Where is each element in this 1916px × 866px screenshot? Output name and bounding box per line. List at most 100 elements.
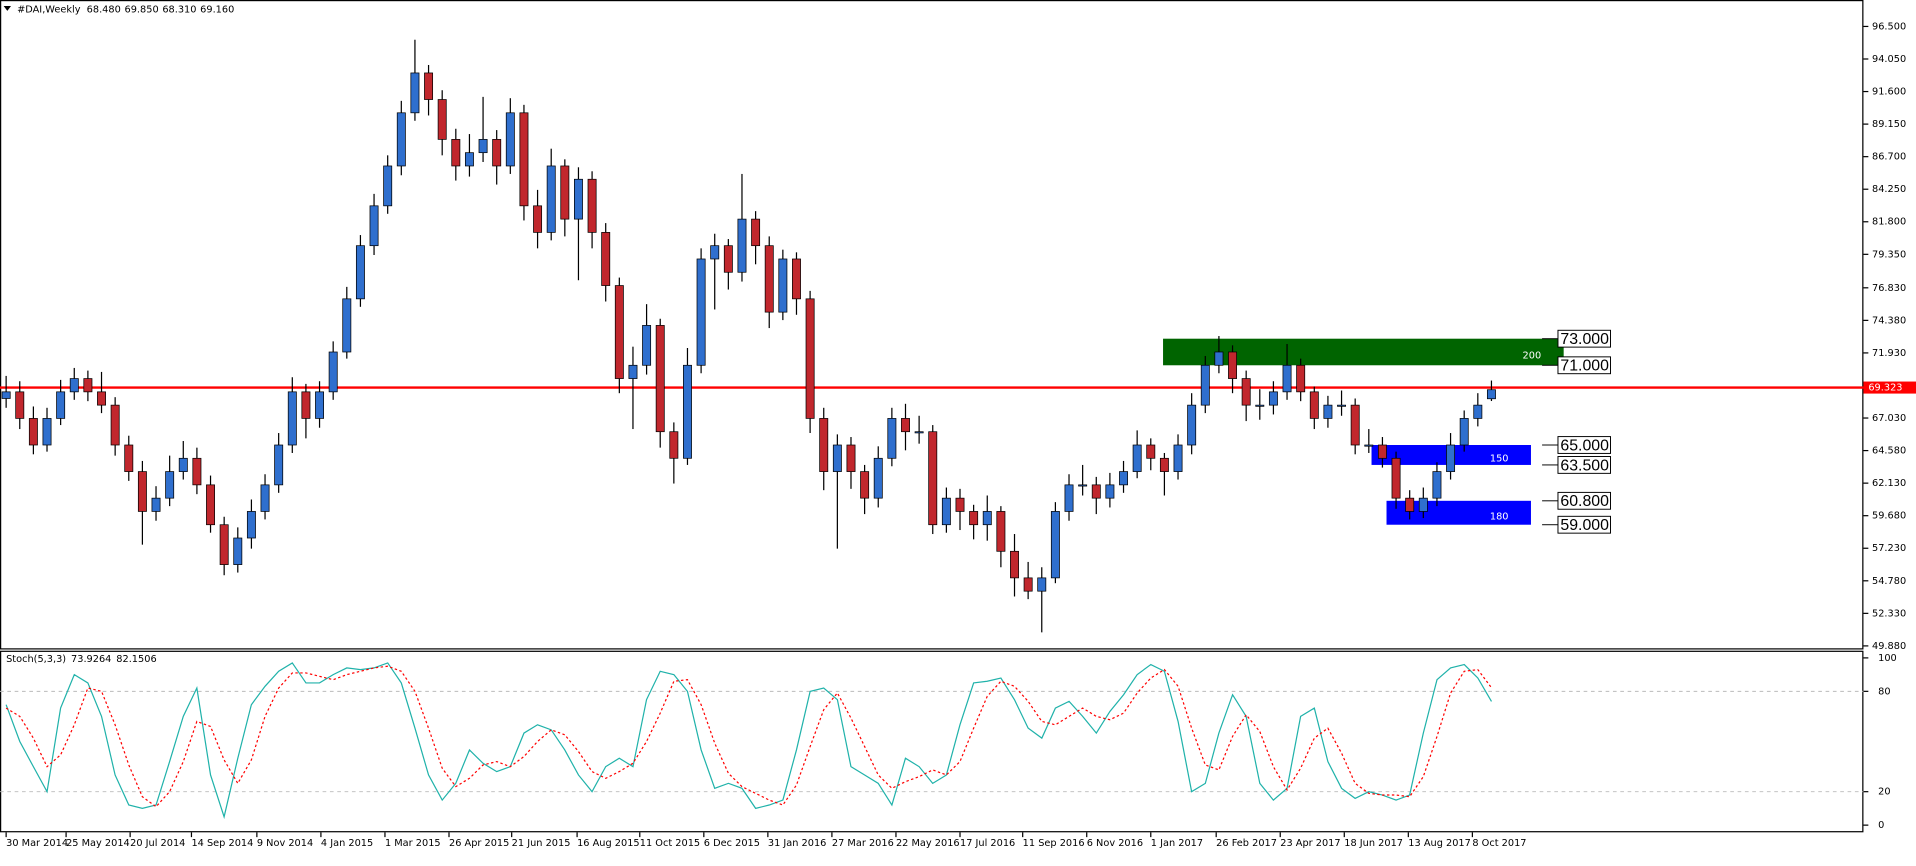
candle-body [1459,418,1469,446]
candle-body [1255,404,1265,407]
stoch-y-tick-label: 100 [1878,653,1897,664]
candle-body [342,298,352,353]
candle-body [928,431,938,526]
candle-body [287,391,297,446]
candle-body [1159,457,1169,472]
candle-body [792,258,801,300]
candle-body [505,112,515,167]
candle-body [110,404,120,446]
menu-arrow[interactable] [3,6,11,11]
candle-body [1323,404,1333,419]
candle-body [1350,404,1360,446]
x-tick-label: 21 Jun 2015 [512,838,571,849]
level-label: 73.000 [1560,331,1609,348]
stoch-y-tick-label: 20 [1878,787,1890,798]
y-tick-label: 84.250 [1872,184,1906,195]
candle-body [860,471,870,499]
candle-body [492,139,502,167]
x-tick-label: 27 Mar 2016 [832,838,894,849]
y-tick-label: 91.600 [1872,87,1906,98]
stoch-k: 73.9264 [71,654,111,665]
candle-body [669,431,679,459]
candle-body [642,325,652,366]
y-tick-label: 86.700 [1872,152,1906,163]
x-tick-label: 16 Aug 2015 [577,838,640,849]
candle-body [301,391,311,419]
candle-body [396,112,406,167]
y-tick-label: 67.030 [1872,413,1906,424]
candle-body [1446,444,1456,472]
stoch-panel-frame [0,650,1864,833]
candle-body [601,232,611,286]
candle-body [1,391,11,399]
candle-body [819,418,829,472]
candle-body [805,298,815,419]
level-box [1557,515,1612,534]
candle-body [832,444,842,472]
candle-body [614,285,624,379]
y-tick-label: 74.380 [1872,315,1906,326]
candle-body [1200,364,1210,406]
candle-body [1037,577,1047,592]
x-tick-label: 30 Mar 2014 [6,838,68,849]
x-tick-label: 1 Mar 2015 [385,838,441,849]
candle-body [192,457,202,486]
main-panel-frame [0,0,1864,650]
candle-body [178,457,188,472]
candle-body [410,72,420,114]
open-value: 68.480 [87,5,121,16]
candle-body [778,258,788,313]
x-tick-label: 26 Feb 2017 [1216,838,1277,849]
x-tick-label: 20 Jul 2014 [130,838,185,849]
candle-body [15,391,25,419]
candle-body [1050,511,1060,579]
candle-body [97,391,106,406]
candle-body [315,391,325,419]
level-label: 65.000 [1560,437,1609,454]
level-box [1557,456,1612,474]
candle-body [1418,497,1428,512]
candle-body [519,112,529,207]
stoch-name: Stoch(5,3,3) [6,654,66,665]
candle-body [1091,484,1101,499]
candle-body [83,378,93,393]
y-tick-label: 54.780 [1872,576,1906,587]
candle-body [683,364,692,459]
y-tick-label: 64.580 [1872,446,1906,457]
candle-body [1473,404,1483,419]
symbol: #DAI,Weekly 68.480 69.850 68.310 69.160 [17,5,234,16]
x-tick-label: 6 Nov 2016 [1087,838,1143,849]
y-tick-label: 94.050 [1872,54,1906,65]
level-box [1557,329,1612,348]
x-tick-label: 1 Jan 2017 [1151,838,1203,849]
candle-body [574,178,583,220]
candle-body [546,165,556,233]
zone-label: 200 [1523,351,1542,362]
candle-body [628,364,638,379]
candle-body [941,497,951,526]
y-tick-label: 76.830 [1872,283,1906,294]
candle-body [1268,391,1278,406]
candle-body [1377,444,1387,459]
candle-body [955,497,965,512]
stoch-line [5,662,1493,820]
candle-body [751,218,761,247]
level-box [1557,436,1612,454]
level-box [1557,356,1612,375]
candle-body [165,471,175,499]
candle-body [737,218,747,273]
x-tick-label: 9 Nov 2014 [257,838,313,849]
candle-body [451,139,461,167]
candle-body [124,444,134,472]
current-price-label: 69.323 [1868,383,1902,394]
level-label: 60.800 [1560,493,1609,510]
candle-body [655,325,665,433]
x-tick-label: 13 Aug 2017 [1408,838,1471,849]
candle-body [982,511,992,526]
x-tick-label: 11 Oct 2015 [640,838,700,849]
candle-body [873,457,883,499]
x-tick-label: 18 Jun 2017 [1344,838,1403,849]
candle-body [914,431,924,434]
candle-body [1023,577,1033,592]
